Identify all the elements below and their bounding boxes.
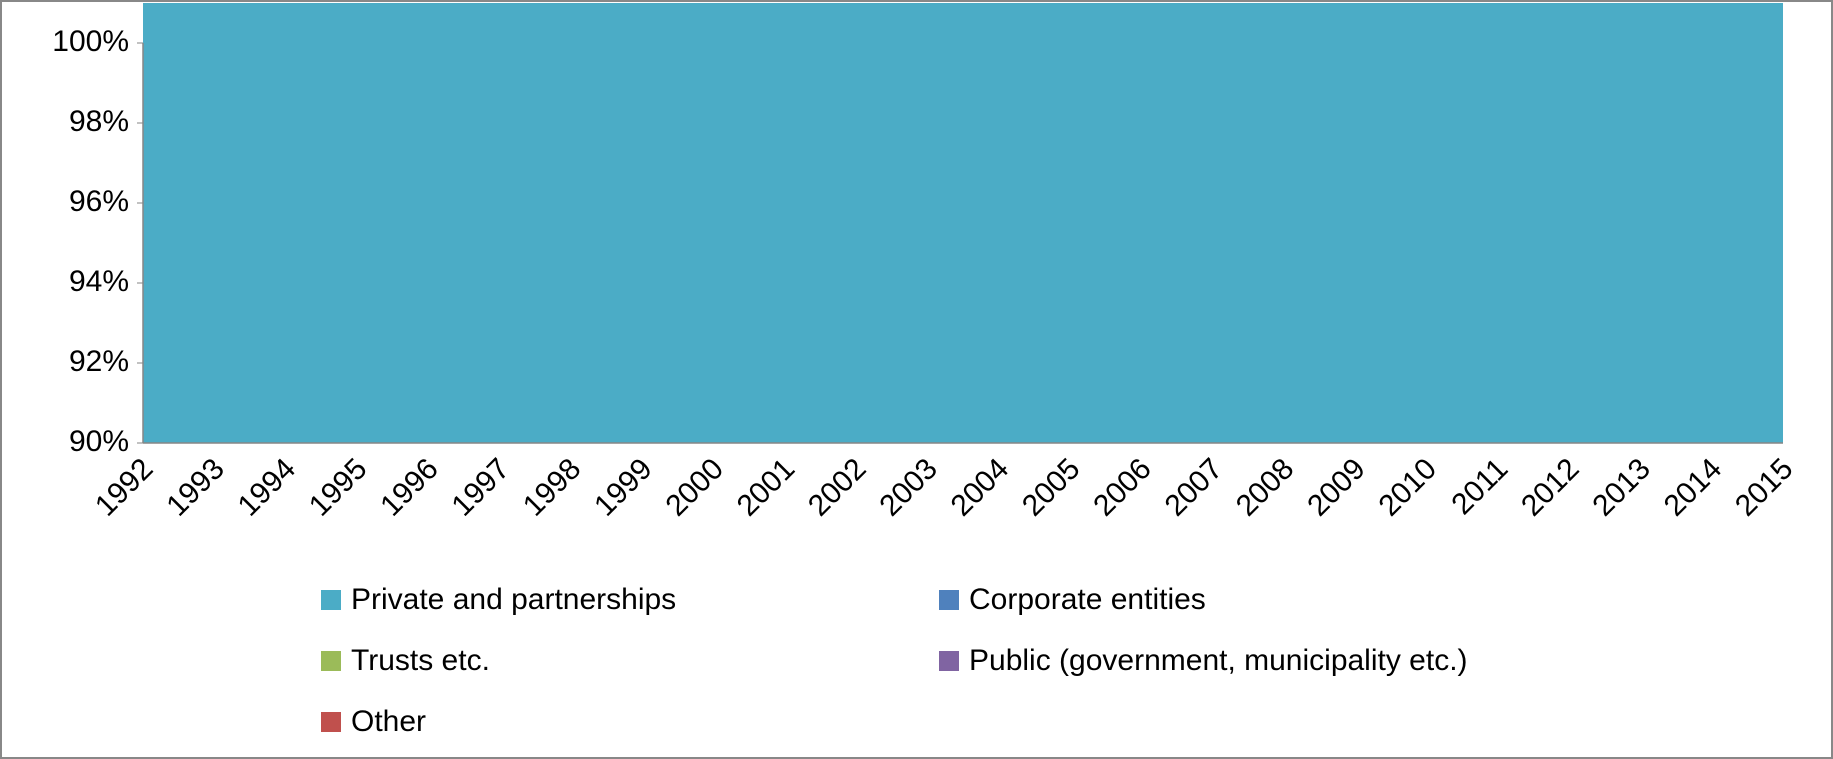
legend-swatch <box>321 651 341 671</box>
y-tick-label: 100% <box>52 25 129 58</box>
area <box>143 3 1783 443</box>
y-tick-label: 92% <box>69 345 129 378</box>
legend-swatch <box>321 712 341 732</box>
legend-label: Other <box>351 705 426 738</box>
legend-swatch <box>939 651 959 671</box>
legend-label: Trusts etc. <box>351 644 490 677</box>
y-tick-label: 98% <box>69 105 129 138</box>
legend-label: Corporate entities <box>969 583 1206 616</box>
legend-swatch <box>939 590 959 610</box>
legend-label: Private and partnerships <box>351 583 676 616</box>
y-tick-label: 94% <box>69 265 129 298</box>
legend-swatch <box>321 590 341 610</box>
y-tick-label: 96% <box>69 185 129 218</box>
legend-label: Public (government, municipality etc.) <box>969 644 1468 677</box>
y-tick-label: 90% <box>69 425 129 458</box>
